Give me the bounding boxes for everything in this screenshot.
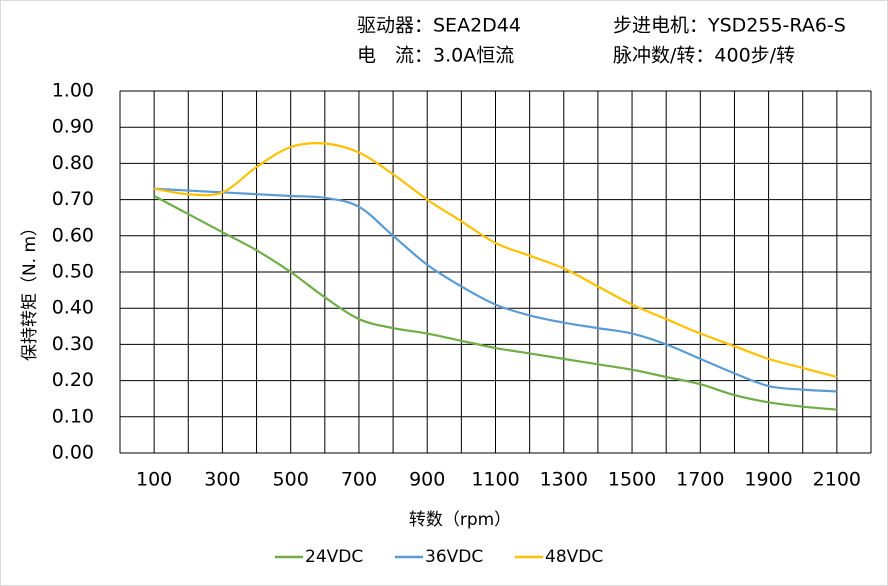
- y-tick-label: 0.90: [52, 116, 94, 138]
- info-text: 步进电机：YSD255-RA6-S: [613, 15, 846, 37]
- y-axis-label: 保持转矩（N. m）: [20, 219, 40, 361]
- x-tick-label: 500: [273, 469, 309, 491]
- x-tick-label: 1700: [676, 469, 724, 491]
- y-tick-label: 0.00: [52, 442, 94, 464]
- legend-label: 48VDC: [545, 547, 603, 567]
- y-tick-label: 0.80: [52, 152, 94, 174]
- x-tick-label: 1900: [744, 469, 792, 491]
- x-tick-label: 1500: [608, 469, 656, 491]
- x-tick-label: 900: [409, 469, 445, 491]
- y-tick-label: 0.70: [52, 188, 94, 210]
- y-tick-label: 0.30: [52, 333, 94, 355]
- x-tick-label: 300: [204, 469, 240, 491]
- legend-label: 24VDC: [305, 547, 363, 567]
- x-tick-label: 1300: [540, 469, 588, 491]
- x-axis-label: 转数（rpm）: [409, 510, 511, 530]
- x-tick-label: 1100: [471, 469, 519, 491]
- x-tick-label: 2100: [813, 469, 861, 491]
- info-text: 电 流：3.0A恒流: [357, 45, 514, 67]
- series-line: [153, 195, 837, 411]
- series-line: [153, 142, 838, 379]
- y-tick-label: 0.10: [52, 405, 94, 427]
- y-tick-label: 0.50: [52, 261, 94, 283]
- y-tick-label: 0.40: [52, 297, 94, 319]
- y-tick-label: 0.20: [52, 369, 94, 391]
- info-text: 驱动器：SEA2D44: [357, 15, 521, 37]
- series-line: [154, 187, 837, 393]
- y-tick-label: 0.60: [52, 224, 94, 246]
- info-text: 脉冲数/转：400步/转: [613, 45, 795, 67]
- x-tick-label: 700: [341, 469, 377, 491]
- x-tick-label: 100: [136, 469, 172, 491]
- y-tick-label: 1.00: [52, 80, 94, 102]
- legend-label: 36VDC: [425, 547, 483, 567]
